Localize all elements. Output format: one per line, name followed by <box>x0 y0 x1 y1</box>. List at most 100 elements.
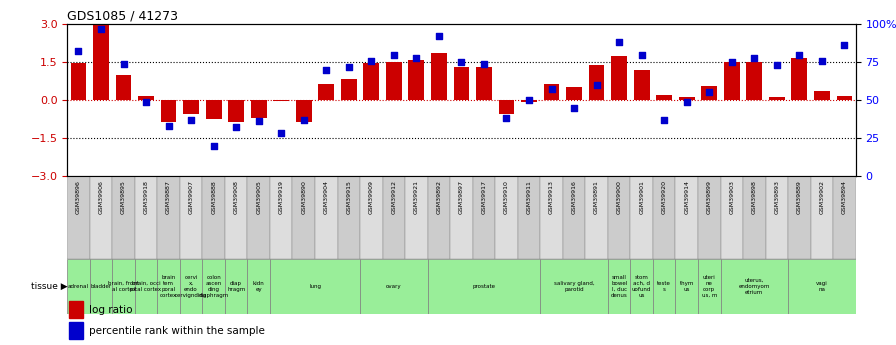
Bar <box>544 83 559 100</box>
Text: GSM39896: GSM39896 <box>76 180 81 214</box>
Bar <box>746 62 762 100</box>
Text: GSM39905: GSM39905 <box>256 180 262 214</box>
Text: brain, occi
pital cortex: brain, occi pital cortex <box>131 281 161 292</box>
Bar <box>473 176 495 259</box>
Point <box>341 64 356 69</box>
Bar <box>814 91 830 100</box>
Point <box>409 55 424 60</box>
Text: prostate: prostate <box>472 284 495 289</box>
Point <box>634 52 649 57</box>
Bar <box>589 65 605 100</box>
Bar <box>633 70 650 100</box>
Text: diap
hragm: diap hragm <box>227 281 246 292</box>
Bar <box>769 97 785 100</box>
Text: GSM39914: GSM39914 <box>685 180 689 214</box>
Text: GSM39895: GSM39895 <box>121 180 126 214</box>
Bar <box>607 259 631 314</box>
Bar <box>71 63 86 100</box>
Bar <box>386 62 401 100</box>
Text: brain, front
al cortex: brain, front al cortex <box>108 281 139 292</box>
Bar <box>676 259 698 314</box>
Point <box>521 97 536 103</box>
Bar <box>653 259 676 314</box>
Bar <box>202 259 225 314</box>
Text: GSM39894: GSM39894 <box>842 180 847 214</box>
Bar <box>67 259 90 314</box>
Text: small
bowel
I, duc
denus: small bowel I, duc denus <box>611 275 627 297</box>
Text: GSM39919: GSM39919 <box>279 180 284 214</box>
Bar <box>69 322 83 339</box>
Bar <box>427 259 540 314</box>
Bar <box>698 259 720 314</box>
Text: percentile rank within the sample: percentile rank within the sample <box>90 326 265 336</box>
Bar <box>225 259 247 314</box>
Bar <box>340 79 357 100</box>
Bar <box>383 176 405 259</box>
Point <box>747 55 762 60</box>
Point <box>567 105 582 110</box>
Bar <box>837 96 852 100</box>
Bar <box>631 259 653 314</box>
Bar <box>247 176 270 259</box>
Text: GSM39918: GSM39918 <box>143 180 149 214</box>
Bar <box>540 259 607 314</box>
Bar <box>518 176 540 259</box>
Bar <box>791 58 807 100</box>
Text: kidn
ey: kidn ey <box>253 281 264 292</box>
Bar <box>611 56 627 100</box>
Point <box>454 59 469 65</box>
Bar <box>498 100 514 114</box>
Text: GDS1085 / 41273: GDS1085 / 41273 <box>67 10 178 23</box>
Bar <box>93 26 109 100</box>
Point <box>229 125 244 130</box>
Point <box>477 61 491 66</box>
Point <box>545 87 559 92</box>
Bar <box>476 67 492 100</box>
Bar <box>656 95 672 100</box>
Bar <box>180 176 202 259</box>
Text: tissue ▶: tissue ▶ <box>30 282 67 291</box>
Text: GSM39899: GSM39899 <box>707 180 711 214</box>
Text: GSM39906: GSM39906 <box>99 180 104 214</box>
Text: GSM39893: GSM39893 <box>774 180 780 214</box>
Text: GSM39917: GSM39917 <box>481 180 487 214</box>
Text: GSM39901: GSM39901 <box>639 180 644 214</box>
Bar <box>292 176 315 259</box>
Bar <box>450 176 473 259</box>
Text: GSM39903: GSM39903 <box>729 180 735 214</box>
Text: GSM39913: GSM39913 <box>549 180 554 214</box>
Text: GSM39907: GSM39907 <box>188 180 194 214</box>
Bar <box>720 176 743 259</box>
Text: GSM39916: GSM39916 <box>572 180 577 214</box>
Point <box>206 143 220 148</box>
Bar <box>90 176 112 259</box>
Point <box>116 61 131 66</box>
Bar <box>653 176 676 259</box>
Point <box>139 99 153 104</box>
Bar <box>228 100 244 121</box>
Bar <box>112 176 134 259</box>
Text: thym
us: thym us <box>679 281 694 292</box>
Point <box>499 116 513 121</box>
Bar <box>811 176 833 259</box>
Bar <box>360 259 427 314</box>
Bar <box>315 176 338 259</box>
Text: GSM39900: GSM39900 <box>616 180 622 214</box>
Point <box>837 43 851 48</box>
Text: stom
ach, d
uofund
us: stom ach, d uofund us <box>632 275 651 297</box>
Bar <box>431 53 447 100</box>
Bar <box>453 67 470 100</box>
Bar <box>270 176 292 259</box>
Point <box>432 33 446 39</box>
Bar <box>788 259 856 314</box>
Bar <box>364 63 379 100</box>
Bar <box>112 259 134 314</box>
Point <box>364 58 378 63</box>
Bar <box>90 259 112 314</box>
Text: GSM39902: GSM39902 <box>819 180 824 214</box>
Text: bladder: bladder <box>90 284 112 289</box>
Bar <box>180 259 202 314</box>
Text: teste
s: teste s <box>658 281 671 292</box>
Bar <box>158 176 180 259</box>
Bar <box>138 96 154 100</box>
